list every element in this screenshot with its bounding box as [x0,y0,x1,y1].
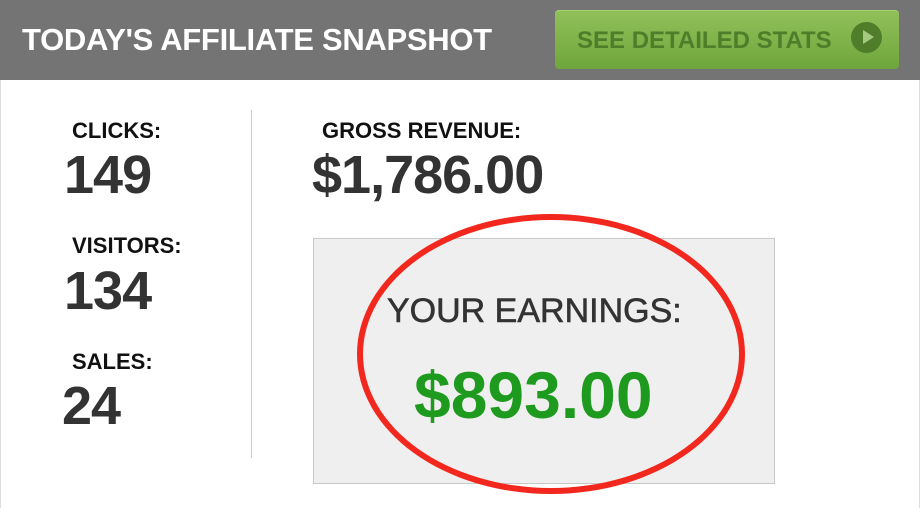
sales-label: SALES: [72,349,153,374]
sales-value: 24 [62,376,121,436]
see-detailed-stats-button[interactable]: SEE DETAILED STATS [555,10,899,69]
gross-revenue-value: $1,786.00 [312,145,544,205]
clicks-label: CLICKS: [72,118,162,143]
page-title: TODAY'S AFFILIATE SNAPSHOT [22,22,492,57]
header: TODAY'S AFFILIATE SNAPSHOT SEE DETAILED … [0,0,920,80]
divider [251,110,252,458]
visitors-label: VISITORS: [72,233,182,258]
clicks-value: 149 [64,145,152,205]
play-circle-icon [851,22,882,53]
gross-revenue-label: GROSS REVENUE: [322,118,522,143]
button-label: SEE DETAILED STATS [577,27,832,54]
visitors-value: 134 [64,261,152,321]
highlight-circle [357,214,745,494]
